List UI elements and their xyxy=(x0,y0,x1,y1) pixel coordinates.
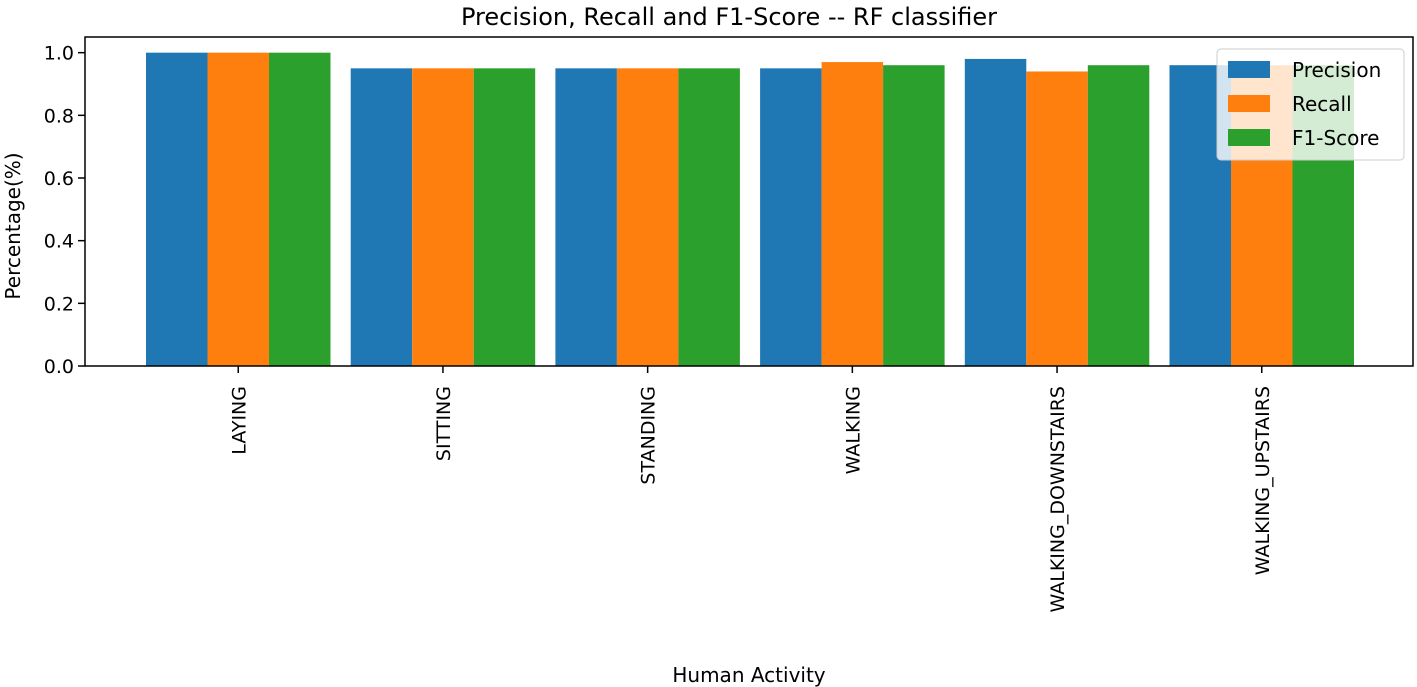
plot-frame xyxy=(84,36,1414,367)
bar-f1-score-walking xyxy=(883,65,945,366)
x-axis-label: Human Activity xyxy=(672,663,825,687)
y-tick-label: 0.0 xyxy=(44,356,74,378)
y-tick-label: 0.2 xyxy=(44,293,74,315)
bar-f1-score-laying xyxy=(269,52,331,367)
x-tick-label: WALKING xyxy=(842,386,864,474)
bar-precision-sitting xyxy=(350,68,413,366)
legend-swatch-recall xyxy=(1228,95,1270,112)
axes-layer: 0.0 0.2 0.4 0.6 0.8 1.0 LAYING SITTING STANDING W… xyxy=(44,36,1414,612)
bar-recall-standing xyxy=(616,68,679,366)
bar-f1-score-walking-downstairs xyxy=(1087,65,1150,366)
bar-recall-walking-downstairs xyxy=(1026,71,1088,366)
y-tick-label: 1.0 xyxy=(44,43,74,65)
x-tick-label: LAYING xyxy=(228,386,250,455)
y-tick-label: 0.4 xyxy=(44,231,74,253)
legend-label-recall: Recall xyxy=(1292,92,1352,116)
bar-precision-walking xyxy=(760,68,822,366)
legend-swatch-precision xyxy=(1228,61,1270,78)
bar-recall-laying xyxy=(207,52,269,367)
x-tick-label: WALKING_DOWNSTAIRS xyxy=(1047,386,1069,612)
bars-layer xyxy=(146,52,1354,367)
legend-label-f1-score: F1-Score xyxy=(1292,126,1379,150)
bar-precision-standing xyxy=(555,68,617,366)
bar-recall-walking xyxy=(821,62,884,366)
bar-precision-walking-downstairs xyxy=(964,58,1027,367)
bar-recall-sitting xyxy=(412,68,474,366)
bar-f1-score-sitting xyxy=(473,68,536,366)
x-tick-label: WALKING_UPSTAIRS xyxy=(1252,386,1274,575)
x-tick-label: SITTING xyxy=(433,386,455,461)
y-tick-label: 0.8 xyxy=(44,105,74,127)
y-tick-label: 0.6 xyxy=(44,168,74,190)
legend-swatch-f1-score xyxy=(1228,129,1270,146)
y-axis-label: Percentage(%) xyxy=(1,152,25,299)
legend: Precision Recall F1-Score xyxy=(1216,48,1405,161)
legend-label-precision: Precision xyxy=(1292,58,1381,82)
bar-f1-score-standing xyxy=(678,68,740,366)
bar-precision-laying xyxy=(146,52,208,367)
x-tick-label: STANDING xyxy=(638,386,660,485)
chart-title: Precision, Recall and F1-Score -- RF cla… xyxy=(461,3,997,31)
